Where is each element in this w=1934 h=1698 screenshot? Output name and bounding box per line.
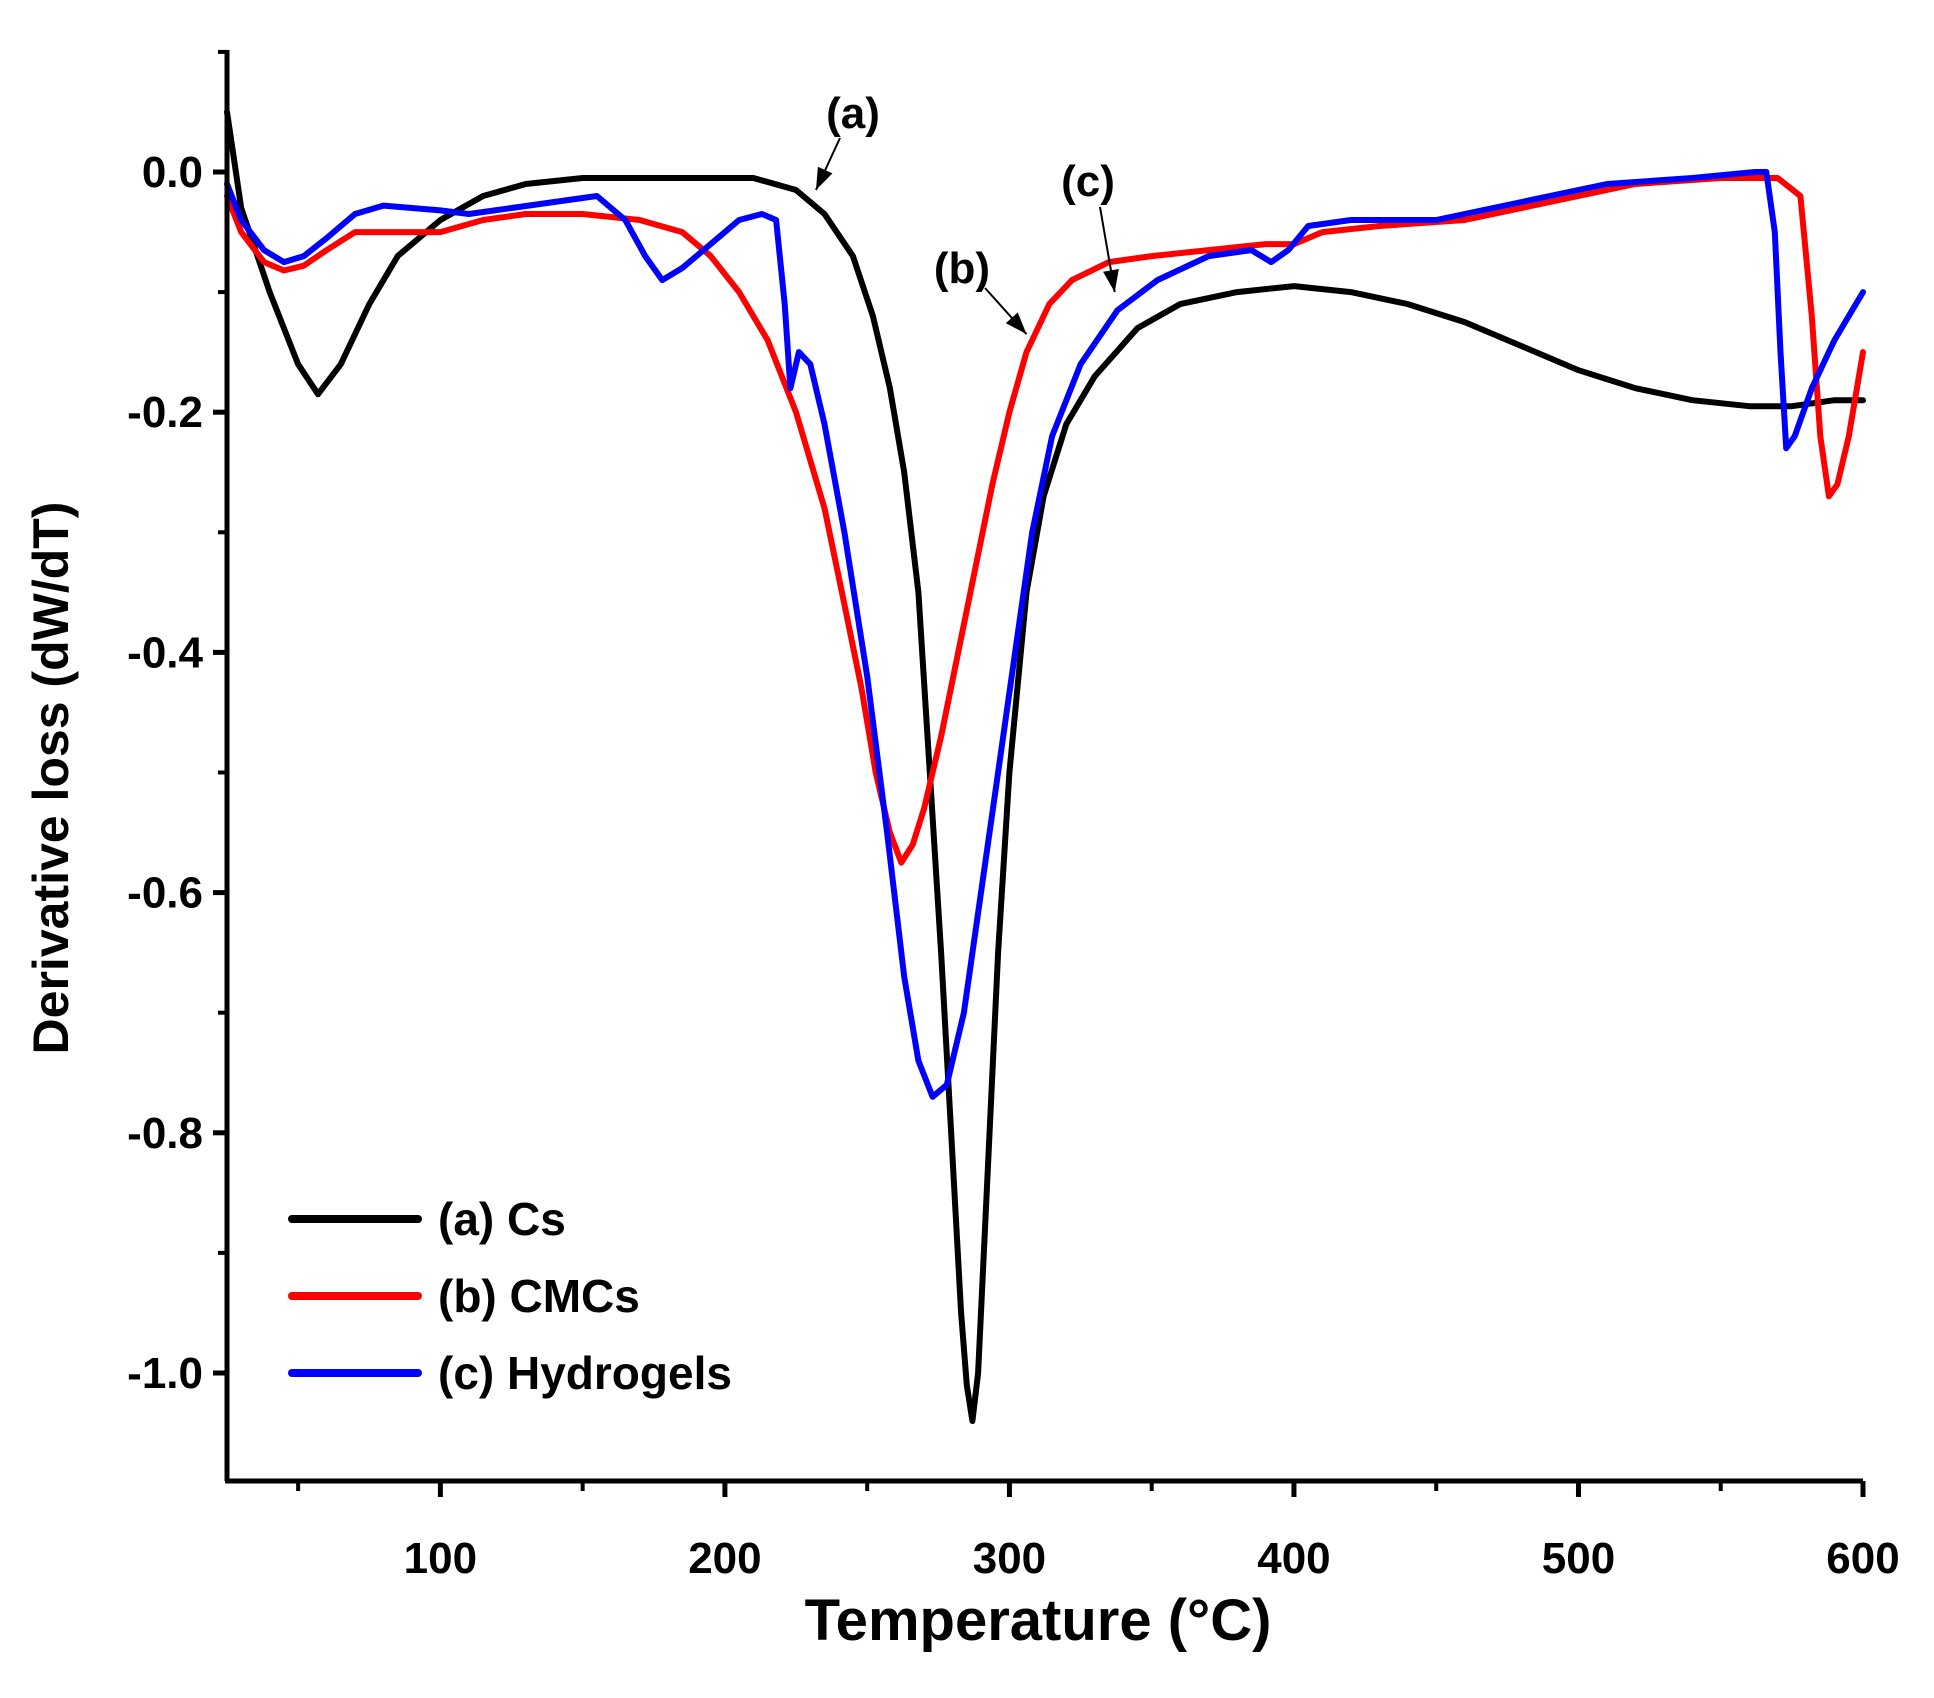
annotation-label: (b) [934, 244, 990, 293]
x-tick-label: 400 [1257, 1534, 1330, 1583]
y-tick-label: 0.0 [142, 148, 203, 197]
legend-label: (c) Hydrogels [438, 1347, 732, 1399]
annotation-arrowhead [815, 166, 833, 191]
annotation-arrowhead [1103, 269, 1119, 293]
y-tick-label: -0.2 [127, 388, 203, 437]
series-line-2 [224, 175, 1866, 866]
legend-label: (b) CMCs [438, 1270, 640, 1322]
y-axis-title: Derivative loss (dW/dT) [23, 502, 79, 1055]
y-tick-label: -0.6 [127, 869, 203, 918]
x-tick-label: 300 [973, 1534, 1046, 1583]
series-layer [224, 108, 1866, 1424]
axes-layer [224, 50, 1863, 1484]
y-tick-label: -0.4 [127, 628, 203, 677]
annotation-label: (c) [1061, 157, 1115, 206]
x-tick-label: 100 [404, 1534, 477, 1583]
x-axis-title: Temperature (°C) [805, 1588, 1272, 1653]
x-tick-label: 500 [1542, 1534, 1615, 1583]
annotation-label: (a) [826, 89, 880, 138]
x-tick-label: 200 [688, 1534, 761, 1583]
legend-label: (a) Cs [438, 1193, 566, 1245]
y-tick-label: -0.8 [127, 1109, 203, 1158]
annotation-layer: (a) (b) (c) [815, 89, 1119, 335]
legend: (a) Cs (b) CMCs (c) Hydrogels [288, 1193, 732, 1399]
annotation-arrowhead [1005, 312, 1027, 335]
series-line-3 [224, 169, 1866, 1100]
y-tick-label: -1.0 [127, 1349, 203, 1398]
x-tick-label: 600 [1826, 1534, 1899, 1583]
ticks-layer: 0.0 -0.2 -0.4 -0.6 -0.8 -1.0 100 200 300 400 500 60… [127, 49, 1900, 1583]
